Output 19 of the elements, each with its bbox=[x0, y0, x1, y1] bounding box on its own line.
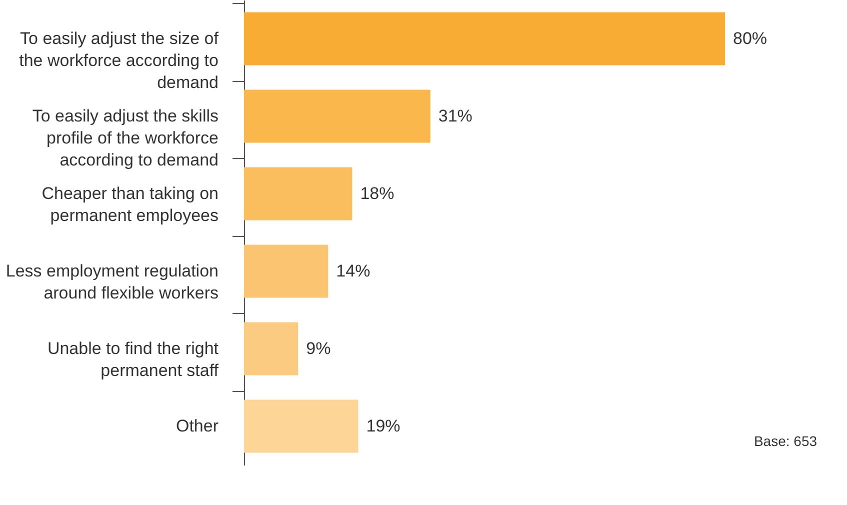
data-label: 80% bbox=[733, 28, 768, 48]
data-label: 31% bbox=[438, 106, 472, 126]
y-tick-label: Unable to find the right permanent staff bbox=[47, 338, 219, 380]
data-label: 9% bbox=[306, 338, 331, 358]
data-label: 19% bbox=[366, 416, 400, 436]
bar bbox=[244, 244, 328, 298]
bar bbox=[244, 167, 352, 220]
bar bbox=[244, 322, 298, 376]
y-tick-label: Less employment regulation around flexible workers bbox=[6, 261, 218, 302]
y-tick-label: Cheaper than taking on permanent employees bbox=[42, 184, 218, 225]
text: Base: 653 bbox=[754, 433, 818, 449]
bar bbox=[244, 90, 430, 143]
y-tick-label: To easily adjust the skills profile of the workforce according to demand bbox=[32, 106, 218, 170]
bar bbox=[244, 12, 725, 66]
bar bbox=[244, 400, 358, 453]
y-tick-label: To easily adjust the size of the workforce according to demand bbox=[19, 28, 219, 92]
data-label: 14% bbox=[336, 261, 370, 280]
y-tick-label: Other bbox=[176, 416, 219, 436]
data-label: 18% bbox=[360, 184, 394, 203]
